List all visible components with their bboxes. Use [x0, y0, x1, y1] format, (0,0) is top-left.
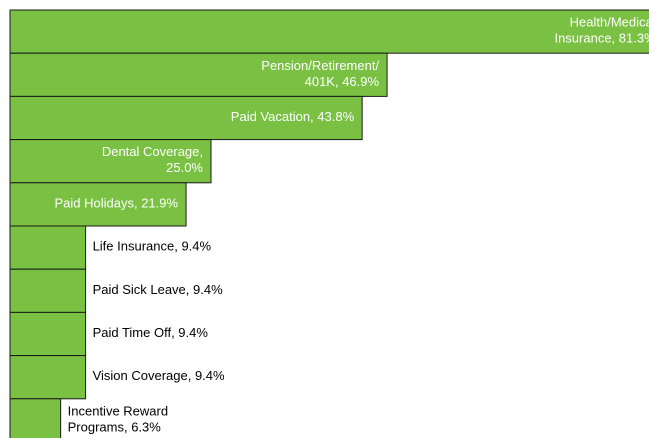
- data-label: Paid Holidays, 21.9%: [54, 196, 178, 211]
- data-label-line: Paid Holidays, 21.9%: [54, 196, 178, 211]
- bar: [9, 311, 87, 357]
- data-label-line: Paid Vacation, 43.8%: [231, 109, 355, 124]
- data-label-line: Paid Time Off, 9.4%: [93, 325, 209, 340]
- bar: [9, 398, 62, 438]
- bar: [9, 182, 187, 227]
- data-label-line: Health/Medical: [570, 15, 649, 30]
- data-label: Life Insurance, 9.4%: [93, 239, 212, 254]
- bar: [9, 225, 87, 270]
- data-label-line: Insurance, 81.3%: [554, 31, 649, 46]
- data-label: Dental Coverage, 25.0%: [102, 145, 204, 176]
- data-label-line: Dental Coverage,: [102, 145, 203, 160]
- data-label-line: 25.0%: [166, 161, 203, 176]
- data-label: Incentive Reward Programs, 6.3%: [68, 404, 168, 435]
- data-label-line: Pension/Retirement/: [261, 58, 379, 73]
- data-label-line: Vision Coverage, 9.4%: [93, 369, 225, 384]
- data-label-line: 401K, 46.9%: [305, 74, 380, 89]
- data-label: Pension/Retirement/401K, 46.9%: [261, 58, 379, 89]
- data-label: Paid Vacation, 43.8%: [231, 109, 355, 124]
- data-label-line: Programs, 6.3%: [68, 420, 162, 435]
- data-label: Paid Time Off, 9.4%: [93, 325, 209, 340]
- bar: [9, 355, 87, 400]
- data-label: Paid Sick Leave, 9.4%: [93, 282, 224, 297]
- data-label-line: Paid Sick Leave, 9.4%: [93, 282, 224, 297]
- data-label-line: Life Insurance, 9.4%: [93, 239, 212, 254]
- bar: [9, 95, 363, 141]
- bar: [9, 9, 649, 54]
- data-label: Health/Medical Insurance, 81.3%: [554, 15, 649, 46]
- data-label: Vision Coverage, 9.4%: [93, 369, 225, 384]
- bar: [9, 52, 388, 97]
- data-label-line: Incentive Reward: [68, 404, 168, 419]
- bar: [9, 268, 87, 313]
- bar: [9, 139, 212, 184]
